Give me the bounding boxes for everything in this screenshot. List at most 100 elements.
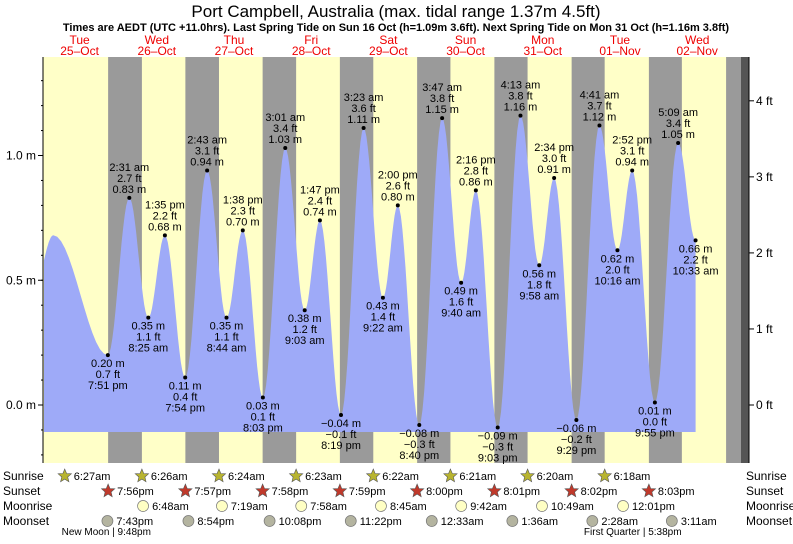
- day-name: Tue: [610, 33, 631, 47]
- tide-height: −0.06 m: [556, 423, 596, 435]
- tide-point: [260, 395, 265, 400]
- tide-height: 0.83 m: [112, 184, 146, 196]
- moonset-time: 2:28am: [601, 516, 638, 528]
- moonset-time: 3:11am: [681, 516, 717, 528]
- moonset-icon: [506, 515, 519, 527]
- tide-point: [240, 228, 245, 233]
- tide-height: 0.80 m: [381, 191, 415, 203]
- y-tick-label-m: 0.5 m: [6, 273, 36, 287]
- sunrise-icon: [288, 468, 304, 483]
- tide-height: 0.91 m: [537, 164, 571, 176]
- sunrise-icon: [211, 468, 227, 483]
- tide-height-ft: 0.0 ft: [643, 417, 667, 429]
- moonset-icon: [263, 515, 276, 527]
- sunset-time: 7:59pm: [349, 486, 386, 498]
- sunrise-time: 6:23am: [305, 471, 342, 483]
- sunset-icon: [564, 483, 580, 498]
- tide-point: [615, 248, 620, 253]
- tide-time: 2:00 pm: [378, 169, 418, 181]
- sunrise-icon: [134, 468, 150, 483]
- day-date: 01–Nov: [599, 44, 640, 58]
- tide-height: 0.70 m: [226, 216, 260, 228]
- tide-height: 1.05 m: [661, 129, 695, 141]
- tide-height: 0.35 m: [131, 321, 165, 333]
- tide-time: 10:16 am: [595, 275, 641, 287]
- tide-height: 0.38 m: [288, 313, 322, 325]
- sunrise-icon: [57, 468, 73, 483]
- tide-point: [317, 218, 322, 223]
- tide-time: 9:58 am: [519, 290, 559, 302]
- tide-labels: 0.20 m0.7 ft7:51 pm 2:31 am2.7 ft0.83 m 0.…: [88, 80, 719, 465]
- tide-time: 2:52 pm: [612, 134, 652, 146]
- tide-time: 2:43 am: [187, 134, 227, 146]
- tide-height-ft: −0.3 ft: [482, 441, 513, 453]
- tide-height-ft: 2.3 ft: [231, 205, 255, 217]
- tide-height: 0.94 m: [615, 156, 649, 168]
- tide-time: 2:31 am: [109, 162, 149, 174]
- day-name: Wed: [145, 33, 169, 47]
- tide-point: [459, 280, 464, 285]
- day-date: 30–Oct: [446, 44, 485, 58]
- tide-point: [440, 116, 445, 121]
- sunset-icon: [641, 483, 657, 498]
- moonrise-time: 7:19am: [231, 501, 268, 513]
- tide-point: [693, 238, 698, 243]
- tide-time: 2:34 pm: [534, 142, 574, 154]
- tide-height-ft: 3.1 ft: [620, 145, 644, 157]
- moonrise-icon: [455, 500, 468, 512]
- tide-height: 1.11 m: [347, 114, 380, 126]
- left-margin: [0, 57, 43, 463]
- day-name: Sat: [379, 33, 398, 47]
- y-tick-label-ft: 2 ft: [756, 246, 773, 260]
- tide-time: 8:19 pm: [321, 440, 361, 452]
- tide-height-ft: 2.2 ft: [683, 254, 707, 266]
- tide-time: 2:16 pm: [456, 154, 496, 166]
- tide-height-ft: 3.7 ft: [587, 101, 611, 113]
- moonset-time: 7:43pm: [116, 516, 153, 528]
- axes: 0.0 m 0.5 m 1.0 m 0 ft 1 ft 2 ft 3 ft 4 ft: [6, 57, 773, 463]
- tide-height-ft: −0.2 ft: [561, 434, 592, 446]
- tide-time: 4:41 am: [580, 90, 620, 102]
- tide-height-ft: 1.1 ft: [214, 332, 238, 344]
- sunset-time: 8:03pm: [658, 486, 695, 498]
- day-headers: Tue25–OctWed26–OctThu27–OctFri28–OctSat2…: [60, 33, 718, 58]
- moonset-time: 1:36am: [521, 516, 558, 528]
- moon-phase-label: First Quarter | 5:38pm: [584, 527, 682, 538]
- right-edge-band: [741, 57, 749, 463]
- tide-height-ft: 3.4 ft: [666, 118, 690, 130]
- tide-height: 1.16 m: [504, 102, 538, 114]
- day-date: 25–Oct: [60, 44, 99, 58]
- tide-point: [338, 412, 343, 417]
- row-label-sunrise: Sunrise: [3, 469, 44, 483]
- tide-height: 0.74 m: [303, 206, 337, 218]
- tide-time: 7:54 pm: [165, 403, 205, 415]
- moonset-time: 10:08pm: [279, 516, 322, 528]
- tide-height-ft: 2.6 ft: [386, 180, 410, 192]
- sunset-time: 8:02pm: [581, 486, 618, 498]
- sunset-time: 7:57pm: [194, 486, 231, 498]
- day-date: 26–Oct: [137, 44, 176, 58]
- tide-height: 1.15 m: [425, 104, 459, 116]
- moonrise-time: 7:58am: [310, 501, 347, 513]
- tide-time: 8:25 am: [128, 343, 168, 355]
- y-tick-label-ft: 3 ft: [756, 170, 773, 184]
- sunrise-time: 6:18am: [614, 471, 651, 483]
- tide-height: −0.08 m: [399, 428, 439, 440]
- tide-height-ft: 2.8 ft: [464, 165, 488, 177]
- sunset-icon: [486, 483, 502, 498]
- sunrise-time: 6:26am: [151, 471, 188, 483]
- tide-height-ft: 3.6 ft: [351, 103, 375, 115]
- tide-point: [473, 188, 478, 193]
- tide-height: 0.35 m: [210, 321, 244, 333]
- day-name: Tue: [69, 33, 90, 47]
- tide-point: [537, 263, 542, 268]
- tide-point: [574, 417, 579, 422]
- y-tick-label-m: 0.0 m: [6, 398, 36, 412]
- tide-area: [44, 115, 696, 432]
- moonset-icon: [182, 515, 195, 527]
- moonset-time: 11:22pm: [360, 516, 402, 528]
- tide-height: 0.86 m: [459, 176, 493, 188]
- tide-height-ft: −0.3 ft: [404, 439, 435, 451]
- day-name: Sun: [455, 33, 476, 47]
